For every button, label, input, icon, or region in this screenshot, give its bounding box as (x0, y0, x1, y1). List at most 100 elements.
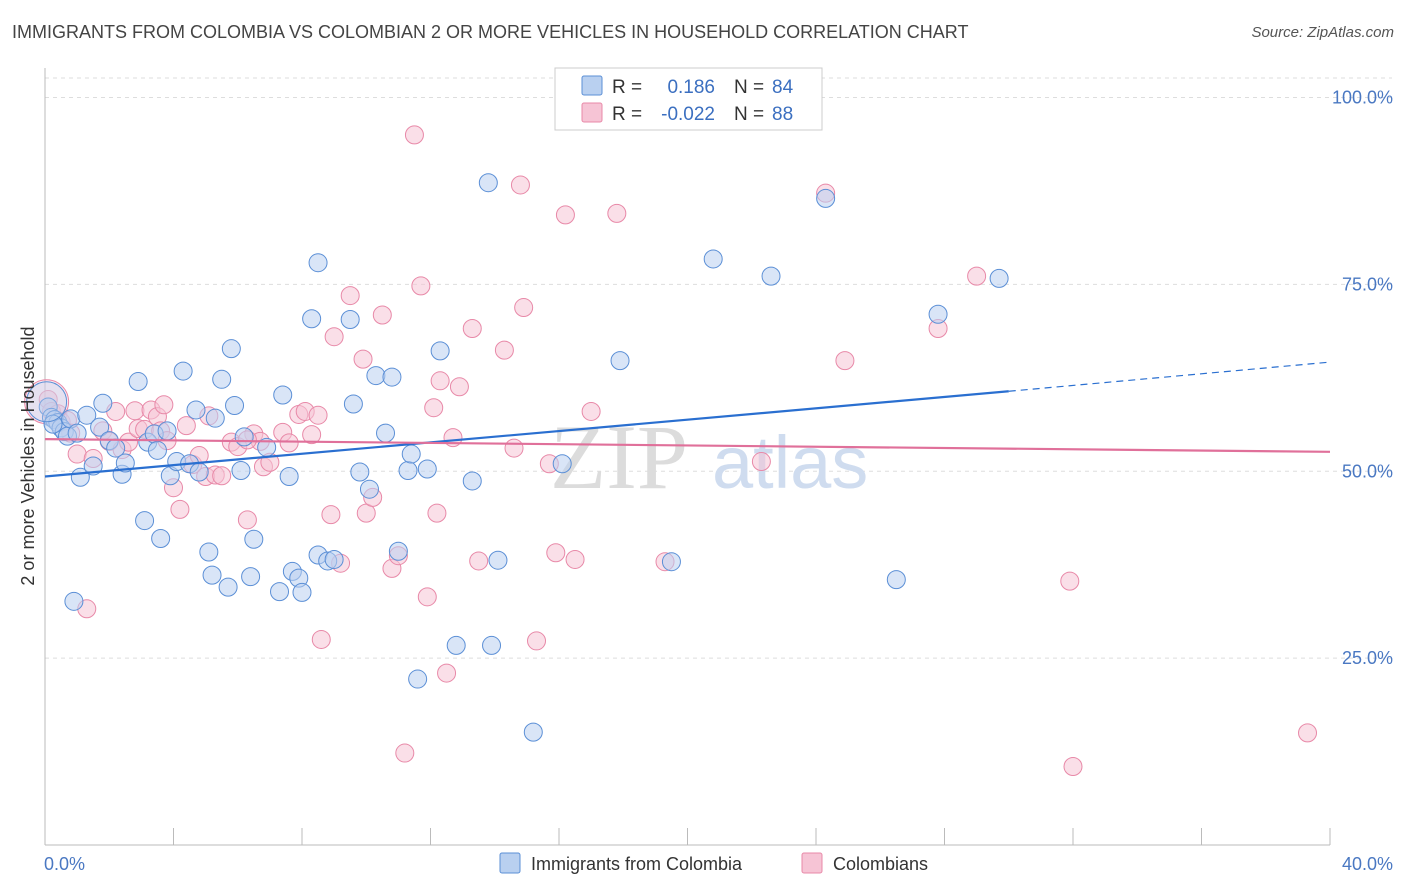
y-tick-label-100: 100.0% (1332, 88, 1393, 108)
immigrants-point-18 (115, 453, 135, 473)
immigrants-point-45 (273, 385, 293, 405)
immigrants-point-37 (221, 339, 241, 359)
legend-r-value-1: 0.186 (667, 77, 715, 98)
colombians-point-75 (607, 203, 627, 223)
colombians-point-67 (510, 175, 530, 195)
immigrants-point-82 (989, 268, 1009, 288)
watermark-zip: ZIP (550, 406, 688, 508)
immigrants-point-44 (270, 582, 290, 602)
colombians-point-58 (427, 503, 447, 523)
watermark-atlas: atlas (712, 421, 868, 504)
colombians-point-55 (404, 125, 424, 145)
immigrants-point-20 (135, 511, 155, 531)
immigrants-point-54 (324, 549, 344, 569)
immigrants-point-79 (816, 188, 836, 208)
immigrants-point-36 (218, 577, 238, 597)
trend-line-immigrants-extension (1008, 361, 1331, 392)
immigrants-point-73 (523, 722, 543, 742)
immigrants-point-81 (928, 304, 948, 324)
immigrants-point-70 (478, 173, 498, 193)
chart-source: Source: ZipAtlas.com (1251, 24, 1394, 41)
colombians-point-65 (494, 340, 514, 360)
immigrants-point-40 (234, 427, 254, 447)
legend-swatch-blue (581, 75, 603, 96)
colombians-point-69 (527, 631, 547, 651)
immigrants-point-31 (189, 462, 209, 482)
immigrants-point-46 (279, 466, 299, 486)
immigrants-point-19 (128, 372, 148, 392)
series-legend: Immigrants from Colombia Colombians (499, 852, 928, 874)
immigrants-point-42 (244, 529, 264, 549)
colombians-point-43 (308, 405, 328, 425)
series-legend-label-2: Colombians (833, 854, 928, 874)
immigrants-point-51 (308, 253, 328, 273)
colombians-point-63 (462, 318, 482, 338)
colombians-point-56 (411, 276, 431, 296)
x-tick-label-max: 40.0% (1342, 854, 1393, 874)
colombians-point-24 (176, 416, 196, 436)
colombians-point-6 (67, 444, 87, 464)
colombians-point-66 (504, 438, 524, 458)
immigrants-point-77 (703, 249, 723, 269)
immigrants-point-30 (186, 400, 206, 420)
immigrants-point-50 (302, 309, 322, 329)
immigrants-point-11 (77, 405, 97, 425)
colombians-point-51 (372, 305, 392, 325)
legend-n-label-1: N = (734, 77, 764, 98)
colombians-point-81 (967, 266, 987, 286)
legend-swatch-pink (581, 102, 603, 123)
immigrants-point-41 (241, 567, 261, 587)
immigrants-point-76 (661, 552, 681, 572)
colombians-point-84 (1298, 723, 1318, 743)
immigrants-point-69 (462, 471, 482, 491)
series-legend-label-1: Immigrants from Colombia (531, 854, 743, 874)
immigrants-point-49 (292, 582, 312, 602)
legend-n-value-1: 84 (772, 77, 794, 98)
axes (44, 68, 1331, 846)
immigrants-point-25 (157, 421, 177, 441)
immigrants-point-23 (147, 440, 167, 460)
immigrants-point-38 (225, 395, 245, 415)
immigrants-point-75 (610, 351, 630, 371)
colombians-point-62 (449, 377, 469, 397)
immigrants-point-9 (67, 423, 87, 443)
immigrants-point-57 (350, 462, 370, 482)
colombians-point-54 (395, 743, 415, 763)
immigrants-point-35 (212, 369, 232, 389)
immigrants-point-8 (64, 591, 84, 611)
immigrants-point-80 (886, 570, 906, 590)
immigrants-point-14 (93, 393, 113, 413)
colombians-point-79 (835, 351, 855, 371)
trend-line-immigrants (44, 390, 1009, 478)
immigrants-point-58 (359, 479, 379, 499)
colombians-point-74 (581, 401, 601, 421)
legend-n-value-2: 88 (772, 104, 793, 125)
immigrants-point-62 (388, 541, 408, 561)
immigrants-point-64 (401, 444, 421, 464)
immigrants-point-68 (446, 635, 466, 655)
immigrants-point-83 (43, 414, 63, 434)
colombians-point-45 (321, 505, 341, 525)
series-legend-swatch-blue (499, 852, 521, 874)
immigrants-point-71 (482, 635, 502, 655)
trend-lines (44, 361, 1331, 478)
colombians-point-33 (237, 510, 257, 530)
colombians-point-46 (324, 327, 344, 347)
colombians-point-23 (170, 499, 190, 519)
immigrants-point-63 (398, 461, 418, 481)
immigrants-point-32 (199, 542, 219, 562)
immigrants-point-33 (202, 565, 222, 585)
immigrants-point-61 (382, 367, 402, 387)
legend-r-label-1: R = (612, 77, 642, 98)
trend-line-colombians (44, 438, 1331, 453)
colombians-point-71 (546, 543, 566, 563)
colombians-point-77 (751, 452, 771, 472)
y-tick-labels: 25.0% 50.0% 75.0% 100.0% (1332, 88, 1393, 669)
colombians-point-39 (279, 433, 299, 453)
immigrants-point-24 (151, 529, 171, 549)
colombians-point-44 (311, 629, 331, 649)
immigrants-point-72 (488, 550, 508, 570)
colombians-point-60 (437, 663, 457, 683)
y-tick-label-25: 25.0% (1342, 648, 1393, 668)
